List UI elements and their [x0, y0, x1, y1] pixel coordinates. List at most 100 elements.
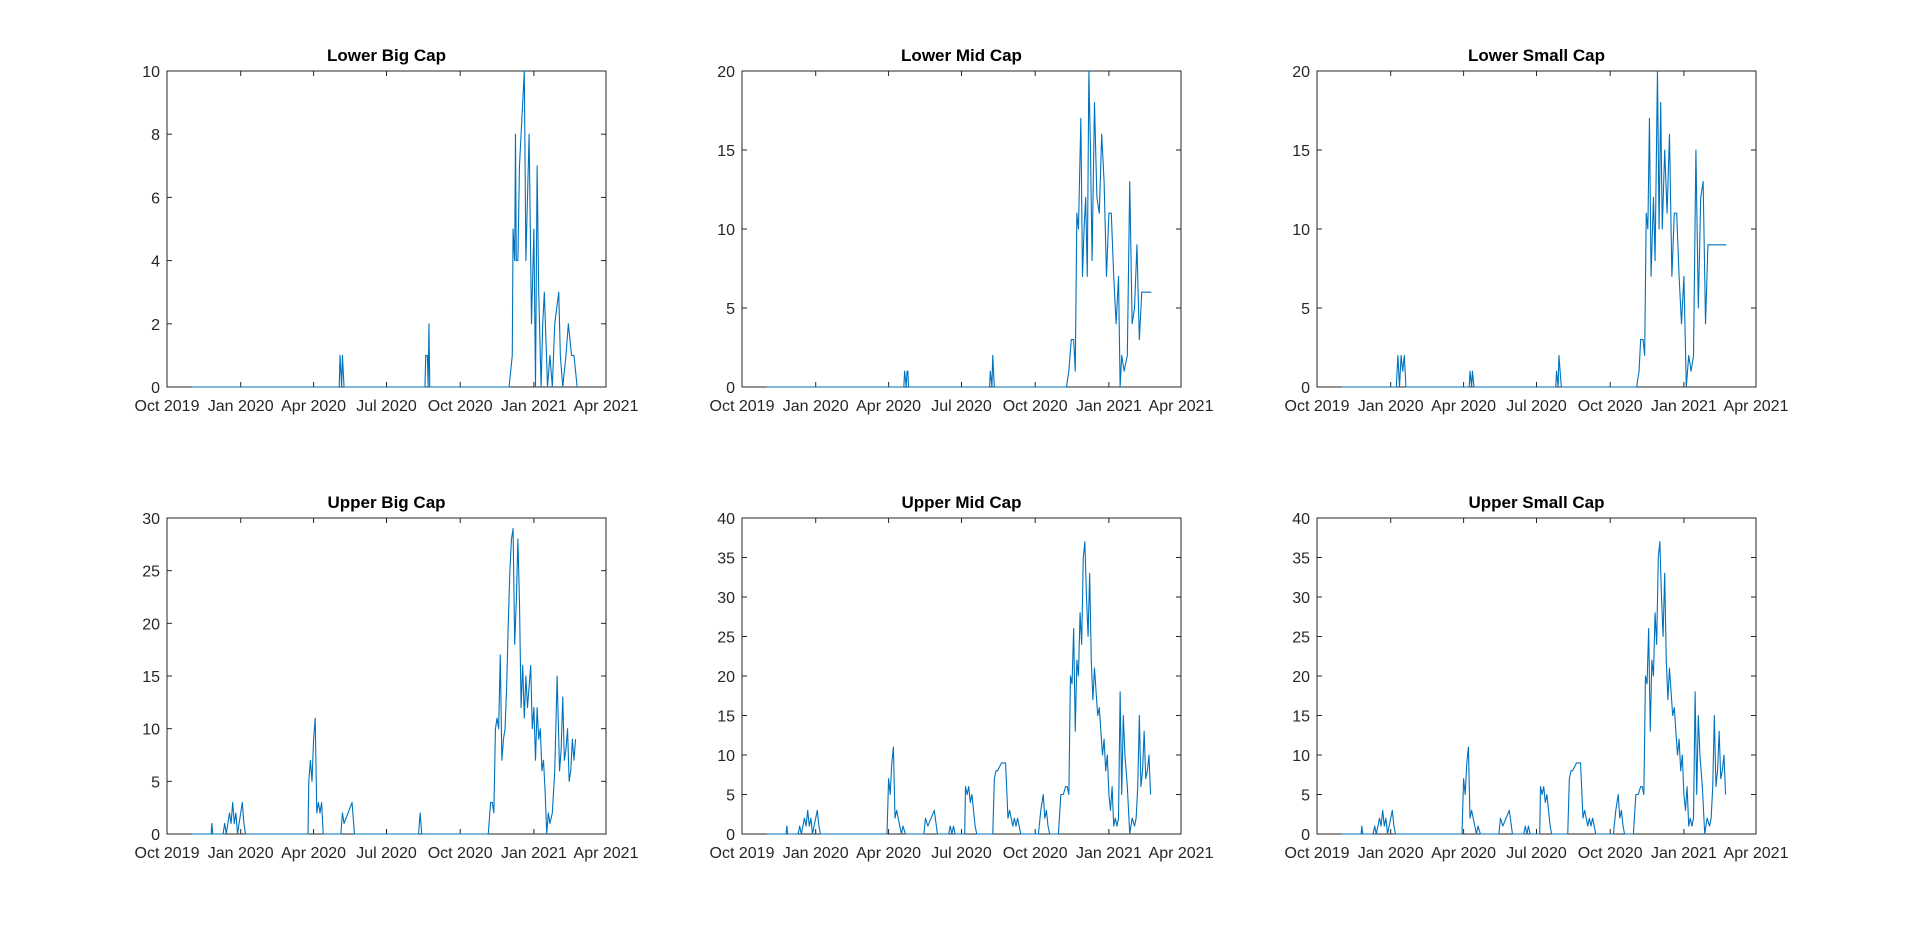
x-tick-label: Jul 2020	[931, 845, 992, 862]
y-tick-label: 6	[151, 190, 160, 207]
x-tick-label: Jul 2020	[1506, 398, 1567, 415]
y-tick-label: 40	[1292, 511, 1310, 528]
y-tick-label: 20	[717, 64, 735, 81]
y-tick-label: 30	[142, 511, 160, 528]
subplot-title: Upper Small Cap	[1468, 493, 1604, 512]
subplot-lower-small-cap: Lower Small Cap 0 5 10 15 20 Oct 2019 Jan 2020…	[1285, 46, 1789, 415]
x-tick-label: Jan 2021	[501, 398, 567, 415]
x-tick-label: Jan 2020	[1358, 398, 1424, 415]
y-tick-label: 10	[142, 64, 160, 81]
series-line	[1341, 70, 1727, 388]
x-tick-label: Oct 2020	[1003, 845, 1068, 862]
subplot-title: Lower Big Cap	[327, 46, 446, 65]
y-tick-label: 30	[1292, 590, 1310, 607]
x-tick-label: Oct 2019	[135, 398, 200, 415]
y-tick-label: 5	[726, 301, 735, 318]
x-tick-label: Oct 2019	[710, 398, 775, 415]
y-tick-label: 15	[717, 709, 735, 726]
y-tick-label: 10	[717, 222, 735, 239]
x-tick-label: Apr 2021	[1149, 398, 1214, 415]
y-tick-label: 0	[151, 827, 160, 844]
y-tick-label: 5	[1301, 788, 1310, 805]
x-tick-label: Apr 2020	[1431, 398, 1496, 415]
subplot-lower-mid-cap: Lower Mid Cap 0 5 10 15 20 Oct 2019 Jan 2020 Ap…	[710, 46, 1214, 415]
y-tick-label: 10	[1292, 748, 1310, 765]
y-tick-label: 20	[1292, 64, 1310, 81]
y-tick-label: 25	[142, 564, 160, 581]
y-tick-label: 10	[1292, 222, 1310, 239]
x-tick-label: Apr 2021	[1724, 398, 1789, 415]
subplot-upper-small-cap: Upper Small Cap 0 5 10 15 20 25 30 35 40 Oct 2019…	[1285, 493, 1789, 862]
x-tick-label: Jul 2020	[356, 398, 417, 415]
y-tick-label: 20	[717, 669, 735, 686]
y-tick-label: 25	[1292, 630, 1310, 647]
y-tick-label: 0	[1301, 827, 1310, 844]
y-tick-label: 15	[717, 143, 735, 160]
y-tick-label: 5	[726, 788, 735, 805]
y-tick-label: 2	[151, 317, 160, 334]
x-tick-label: Oct 2019	[1285, 845, 1350, 862]
x-tick-label: Jan 2020	[208, 398, 274, 415]
x-tick-label: Apr 2020	[1431, 845, 1496, 862]
y-tick-label: 10	[142, 722, 160, 739]
x-tick-label: Jan 2021	[1651, 845, 1717, 862]
series-line	[766, 70, 1152, 388]
y-tick-label: 0	[1301, 380, 1310, 397]
x-tick-label: Oct 2019	[710, 845, 775, 862]
x-tick-label: Oct 2019	[135, 845, 200, 862]
subplot-title: Lower Mid Cap	[901, 46, 1022, 65]
subplot-upper-big-cap: Upper Big Cap 0 5 10 15 20 25 30 Oct 2019 Jan 20…	[135, 493, 639, 862]
x-tick-label: Jan 2020	[1358, 845, 1424, 862]
plot-area	[1316, 70, 1757, 388]
x-tick-label: Oct 2019	[1285, 398, 1350, 415]
x-tick-label: Oct 2020	[1578, 398, 1643, 415]
x-tick-label: Jan 2021	[1076, 398, 1142, 415]
x-tick-label: Apr 2020	[281, 398, 346, 415]
y-tick-label: 5	[151, 774, 160, 791]
x-tick-label: Oct 2020	[428, 845, 493, 862]
x-tick-label: Apr 2021	[574, 845, 639, 862]
y-tick-label: 0	[151, 380, 160, 397]
x-tick-label: Jul 2020	[356, 845, 417, 862]
x-tick-label: Apr 2020	[281, 845, 346, 862]
series-line	[1341, 541, 1727, 835]
y-tick-label: 20	[1292, 669, 1310, 686]
subplot-title: Upper Mid Cap	[902, 493, 1022, 512]
x-tick-label: Oct 2020	[1578, 845, 1643, 862]
x-tick-label: Jul 2020	[931, 398, 992, 415]
x-tick-label: Apr 2021	[1724, 845, 1789, 862]
y-tick-label: 0	[726, 380, 735, 397]
plot-area	[741, 70, 1182, 388]
x-tick-label: Jul 2020	[1506, 845, 1567, 862]
y-tick-label: 20	[142, 616, 160, 633]
y-tick-label: 8	[151, 127, 160, 144]
x-tick-label: Jan 2020	[208, 845, 274, 862]
y-tick-label: 5	[1301, 301, 1310, 318]
subplot-title: Lower Small Cap	[1468, 46, 1605, 65]
y-tick-label: 4	[151, 254, 160, 271]
y-tick-label: 35	[1292, 551, 1310, 568]
x-tick-label: Apr 2021	[574, 398, 639, 415]
x-tick-label: Oct 2020	[428, 398, 493, 415]
subplot-lower-big-cap: Lower Big Cap 0 2 4 6 8 10 Oct 2019 Jan 2020 Apr…	[135, 46, 639, 415]
y-tick-label: 35	[717, 551, 735, 568]
y-tick-label: 30	[717, 590, 735, 607]
x-tick-label: Apr 2020	[856, 845, 921, 862]
x-tick-label: Jan 2021	[1076, 845, 1142, 862]
y-tick-label: 15	[142, 669, 160, 686]
y-tick-label: 15	[1292, 709, 1310, 726]
plot-area	[741, 517, 1182, 835]
y-tick-label: 15	[1292, 143, 1310, 160]
plot-area	[166, 517, 607, 835]
subplot-title: Upper Big Cap	[327, 493, 445, 512]
y-tick-label: 25	[717, 630, 735, 647]
y-tick-label: 10	[717, 748, 735, 765]
subplot-upper-mid-cap: Upper Mid Cap 0 5 10 15 20 25 30 35 40 Oct 2019 Ja…	[710, 493, 1214, 862]
y-tick-label: 40	[717, 511, 735, 528]
y-tick-label: 0	[726, 827, 735, 844]
series-line	[766, 541, 1152, 835]
x-tick-label: Oct 2020	[1003, 398, 1068, 415]
x-tick-label: Apr 2020	[856, 398, 921, 415]
series-line	[191, 70, 578, 388]
